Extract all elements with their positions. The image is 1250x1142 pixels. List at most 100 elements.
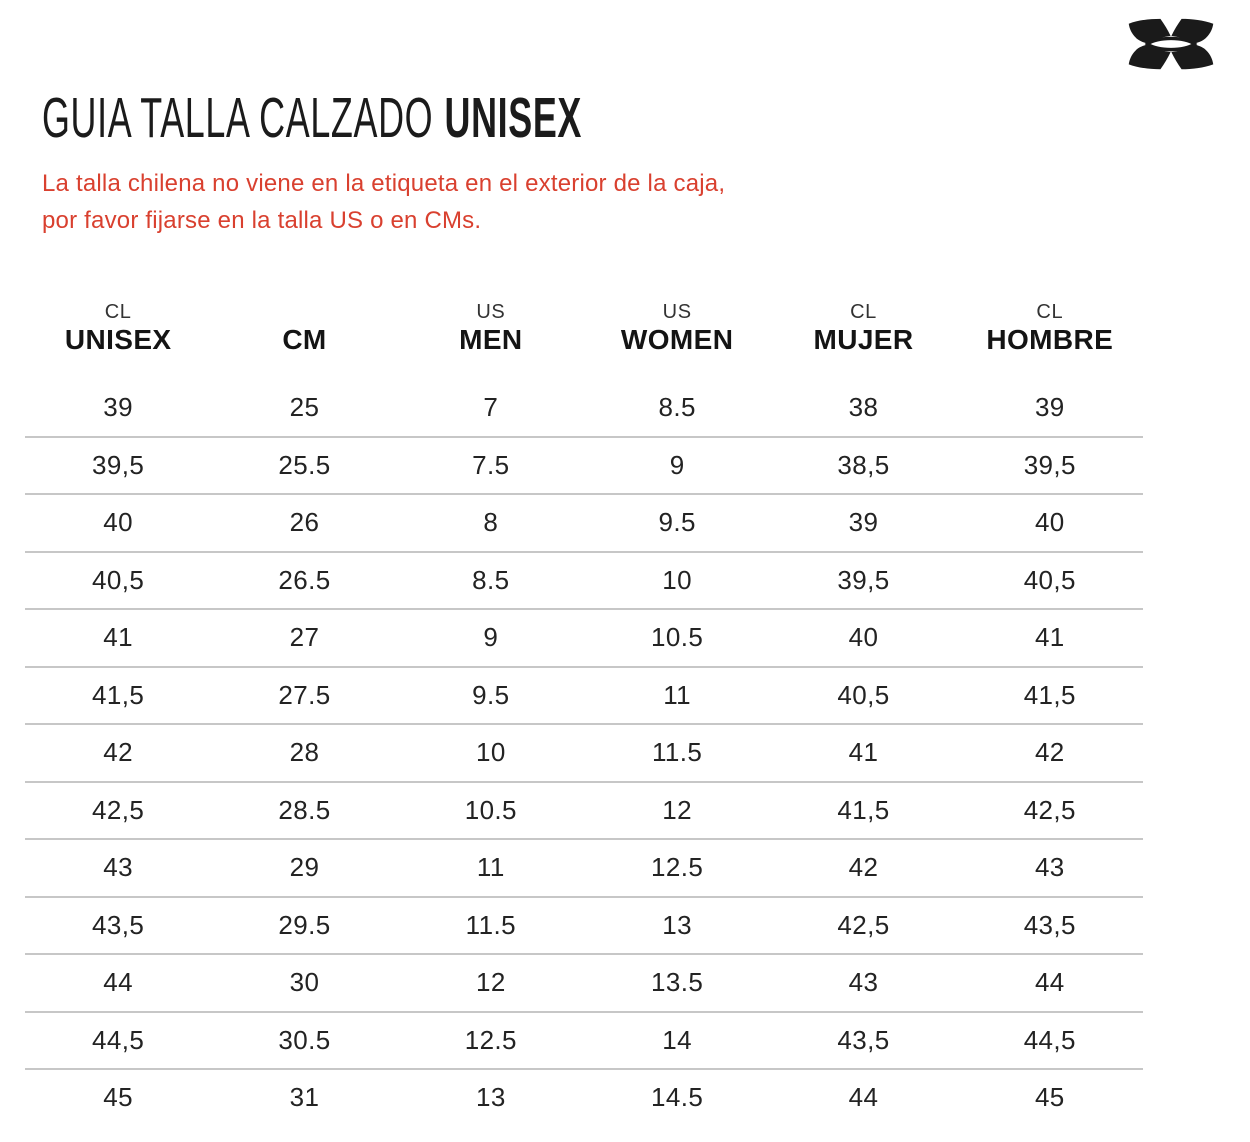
table-row: 41,5 27.5 9.5 11 40,5 41,5 bbox=[25, 668, 1143, 725]
size-notice: La talla chilena no viene en la etiqueta… bbox=[42, 165, 725, 239]
header-region: CL bbox=[1036, 301, 1064, 323]
size-cell: 39 bbox=[848, 507, 879, 538]
table-row: 43 29 11 12.5 42 43 bbox=[25, 840, 1143, 898]
size-cell: 39 bbox=[103, 392, 134, 423]
size-cell: 39,5 bbox=[1023, 449, 1076, 480]
size-cell: 44,5 bbox=[92, 1024, 145, 1055]
size-cell: 8 bbox=[483, 507, 499, 538]
size-table-header: CL UNISEX CM US MEN US WOMEN CL MUJER CL bbox=[25, 300, 1143, 356]
table-row: 43,5 29.5 11.5 13 42,5 43,5 bbox=[25, 898, 1143, 955]
header-label: CM bbox=[282, 324, 327, 355]
table-row: 44 30 12 13.5 43 44 bbox=[25, 955, 1143, 1013]
size-cell: 12.5 bbox=[464, 1024, 517, 1055]
header-col-cl-mujer: CL MUJER bbox=[770, 300, 956, 356]
size-cell: 28.5 bbox=[278, 794, 331, 825]
header-region: CL bbox=[104, 301, 132, 323]
header-region: CL bbox=[850, 301, 877, 323]
size-cell: 27 bbox=[289, 622, 320, 653]
size-cell: 43 bbox=[103, 852, 134, 883]
size-cell: 12 bbox=[662, 794, 693, 825]
size-cell: 25.5 bbox=[278, 449, 331, 480]
size-cell: 9.5 bbox=[658, 507, 696, 538]
header-region: US bbox=[662, 301, 692, 323]
header-col-us-men: US MEN bbox=[398, 300, 584, 356]
size-cell: 43 bbox=[848, 967, 879, 998]
table-row: 44,5 30.5 12.5 14 43,5 44,5 bbox=[25, 1013, 1143, 1070]
size-cell: 38,5 bbox=[837, 449, 890, 480]
size-cell: 41,5 bbox=[837, 794, 890, 825]
size-cell: 13 bbox=[475, 1082, 506, 1113]
size-cell: 44 bbox=[848, 1082, 879, 1113]
size-cell: 9 bbox=[483, 622, 499, 653]
size-cell: 13 bbox=[662, 909, 693, 940]
size-cell: 10 bbox=[662, 564, 693, 595]
size-cell: 30.5 bbox=[278, 1024, 331, 1055]
size-cell: 44 bbox=[103, 967, 134, 998]
size-cell: 44,5 bbox=[1023, 1024, 1076, 1055]
size-cell: 45 bbox=[103, 1082, 134, 1113]
header-region bbox=[211, 300, 397, 324]
size-cell: 42,5 bbox=[1023, 794, 1076, 825]
table-row: 42,5 28.5 10.5 12 41,5 42,5 bbox=[25, 783, 1143, 840]
size-cell: 25 bbox=[289, 392, 320, 423]
size-cell: 42 bbox=[103, 737, 134, 768]
size-cell: 8.5 bbox=[472, 564, 510, 595]
size-cell: 8.5 bbox=[658, 392, 696, 423]
page-title-main: GUIA TALLA CALZADO bbox=[42, 86, 434, 150]
header-label: MEN bbox=[459, 324, 523, 355]
header-label: MUJER bbox=[813, 324, 914, 355]
size-cell: 10 bbox=[475, 737, 506, 768]
size-cell: 40 bbox=[1034, 507, 1065, 538]
size-cell: 10.5 bbox=[651, 622, 704, 653]
header-region: US bbox=[476, 301, 506, 323]
header-label: UNISEX bbox=[64, 324, 172, 355]
size-cell: 41,5 bbox=[1023, 679, 1076, 710]
size-cell: 42 bbox=[1034, 737, 1065, 768]
size-cell: 11.5 bbox=[465, 909, 516, 940]
table-row: 41 27 9 10.5 40 41 bbox=[25, 610, 1143, 668]
size-cell: 40,5 bbox=[837, 679, 890, 710]
table-row: 39 25 7 8.5 38 39 bbox=[25, 380, 1143, 438]
size-cell: 40 bbox=[848, 622, 879, 653]
page-title: GUIA TALLA CALZADO UNISEX bbox=[42, 90, 582, 147]
notice-line-2: por favor fijarse en la talla US o en CM… bbox=[42, 207, 482, 234]
size-cell: 31 bbox=[289, 1082, 320, 1113]
size-cell: 41 bbox=[848, 737, 879, 768]
size-cell: 7 bbox=[483, 392, 499, 423]
size-cell: 42 bbox=[848, 852, 879, 883]
size-cell: 39 bbox=[1034, 392, 1065, 423]
size-cell: 40,5 bbox=[1023, 564, 1076, 595]
size-cell: 13.5 bbox=[651, 967, 704, 998]
size-cell: 39,5 bbox=[837, 564, 890, 595]
page-title-accent: UNISEX bbox=[444, 86, 583, 150]
size-cell: 30 bbox=[289, 967, 320, 998]
size-cell: 7.5 bbox=[472, 449, 510, 480]
size-cell: 28 bbox=[289, 737, 320, 768]
size-cell: 40 bbox=[103, 507, 134, 538]
size-cell: 27.5 bbox=[278, 679, 331, 710]
size-cell: 43 bbox=[1034, 852, 1065, 883]
table-row: 42 28 10 11.5 41 42 bbox=[25, 725, 1143, 783]
table-row: 39,5 25.5 7.5 9 38,5 39,5 bbox=[25, 438, 1143, 495]
size-cell: 43,5 bbox=[92, 909, 145, 940]
size-cell: 12 bbox=[475, 967, 506, 998]
size-cell: 42,5 bbox=[92, 794, 145, 825]
notice-line-1: La talla chilena no viene en la etiqueta… bbox=[42, 170, 726, 197]
size-cell: 41 bbox=[1034, 622, 1065, 653]
size-cell: 14 bbox=[662, 1024, 693, 1055]
size-cell: 29 bbox=[289, 852, 320, 883]
size-cell: 43,5 bbox=[1023, 909, 1076, 940]
size-cell: 39,5 bbox=[92, 449, 145, 480]
size-cell: 43,5 bbox=[837, 1024, 890, 1055]
header-label: HOMBRE bbox=[986, 324, 1114, 355]
header-col-cm: CM bbox=[211, 300, 397, 356]
size-cell: 11 bbox=[476, 852, 505, 883]
size-cell: 38 bbox=[848, 392, 879, 423]
under-armour-logo-icon bbox=[1128, 18, 1214, 70]
size-cell: 45 bbox=[1034, 1082, 1065, 1113]
size-cell: 26.5 bbox=[278, 564, 331, 595]
size-cell: 26 bbox=[289, 507, 320, 538]
table-row: 45 31 13 14.5 44 45 bbox=[25, 1070, 1143, 1126]
size-cell: 41,5 bbox=[92, 679, 145, 710]
